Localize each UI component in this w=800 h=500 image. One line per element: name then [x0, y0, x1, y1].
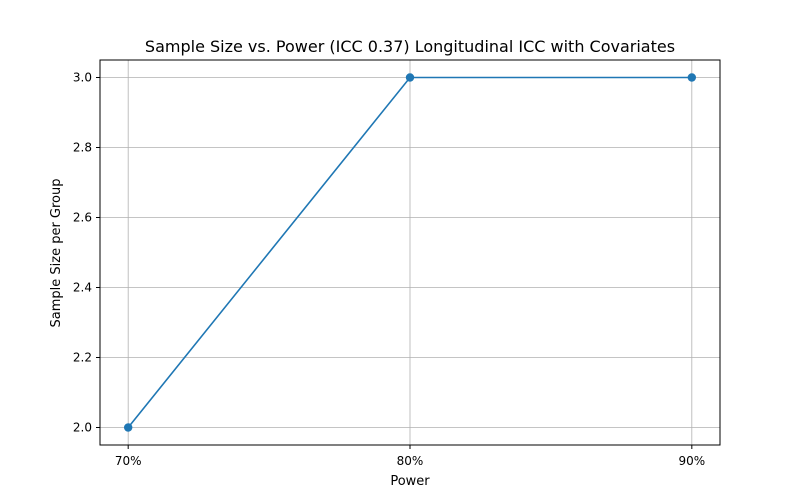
data-point [687, 73, 697, 82]
y-tick-label: 2.6 [73, 211, 92, 225]
x-tick-label: 70% [115, 454, 142, 468]
ticks: 70% 80% 90% 2.0 2.2 2.4 2.6 2.8 3.0 [73, 71, 705, 469]
chart-title: Sample Size vs. Power (ICC 0.37) Longitu… [145, 37, 675, 56]
grid [100, 60, 720, 445]
y-tick-label: 2.2 [73, 351, 92, 365]
x-axis-label: Power [390, 474, 430, 489]
y-tick-label: 2.0 [73, 421, 92, 435]
series-layer [123, 73, 697, 432]
data-point [405, 73, 415, 82]
y-tick-label: 2.8 [73, 141, 92, 155]
data-point [123, 423, 133, 432]
y-tick-label: 3.0 [73, 71, 92, 85]
x-tick-label: 80% [397, 454, 424, 468]
y-axis-label: Sample Size per Group [49, 179, 64, 328]
y-tick-label: 2.4 [73, 281, 92, 295]
x-tick-label: 90% [678, 454, 705, 468]
